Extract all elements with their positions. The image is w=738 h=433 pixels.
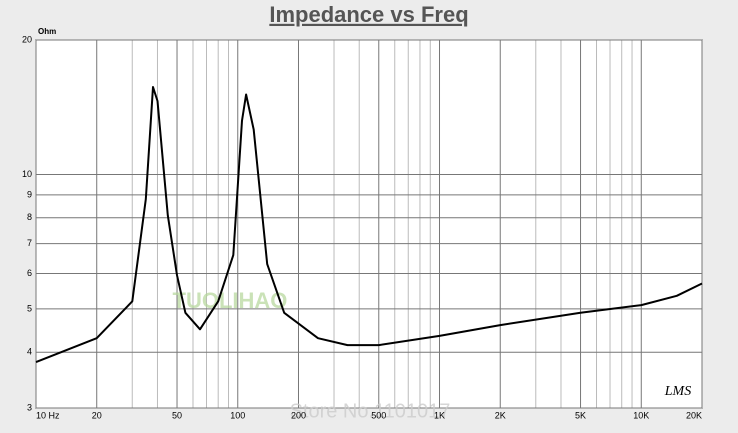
y-tick-label: 8 [27,212,32,222]
x-tick-label: 10K [633,410,649,420]
x-tick-label: 1K [434,410,445,420]
y-tick-label: 20 [22,34,32,44]
plot-area [35,39,703,409]
impedance-line [35,86,703,364]
x-tick-label: 500 [371,410,386,420]
x-tick-label: 50 [172,410,182,420]
y-tick-label: 9 [27,189,32,199]
chart-title: Impedance vs Freq [269,2,468,27]
y-tick-label: 5 [27,303,32,313]
x-tick-label: 2K [495,410,506,420]
x-tick-label: 20 [92,410,102,420]
y-unit: Ohm [38,27,56,36]
x-tick-label: 100 [230,410,245,420]
y-tick-label: 4 [27,347,32,357]
y-tick-label: 7 [27,238,32,248]
y-tick-label: 3 [27,402,32,412]
x-tick-label: 20K [686,410,702,420]
x-tick-label: 10 Hz [36,410,60,420]
x-tick-label: 5K [575,410,586,420]
x-tick-label: 200 [291,410,306,420]
watermark: TUOLIHAO [173,288,288,313]
watermark: Store No.1101017 [290,400,451,422]
y-tick-label: 6 [27,268,32,278]
logo: LMS [664,384,691,399]
y-tick-label: 10 [22,169,32,179]
